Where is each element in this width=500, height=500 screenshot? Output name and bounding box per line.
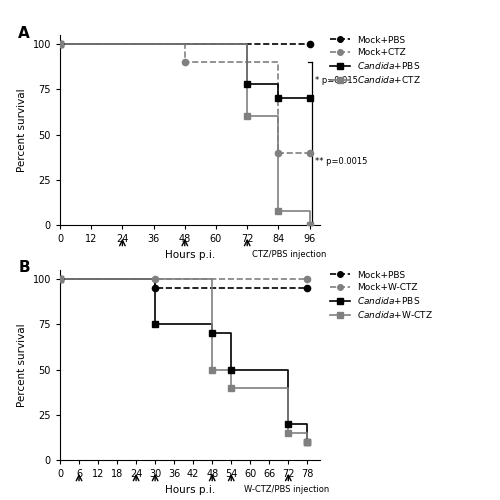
Text: W-CTZ/PBS injection: W-CTZ/PBS injection	[244, 486, 329, 494]
Legend: Mock+PBS, Mock+W-CTZ, $\it{Candida}$+PBS, $\it{Candida}$+W-CTZ: Mock+PBS, Mock+W-CTZ, $\it{Candida}$+PBS…	[330, 270, 433, 320]
Text: B: B	[18, 260, 30, 276]
X-axis label: Hours p.i.: Hours p.i.	[165, 250, 215, 260]
X-axis label: Hours p.i.: Hours p.i.	[165, 484, 215, 494]
Text: * p=0.015: * p=0.015	[315, 76, 358, 84]
Text: ** p=0.0015: ** p=0.0015	[315, 157, 367, 166]
Text: CTZ/PBS injection: CTZ/PBS injection	[252, 250, 327, 260]
Y-axis label: Percent survival: Percent survival	[17, 323, 27, 407]
Text: A: A	[18, 26, 30, 40]
Y-axis label: Percent survival: Percent survival	[17, 88, 27, 172]
Legend: Mock+PBS, Mock+CTZ, $\it{Candida}$+PBS, $\it{Candida}$+CTZ: Mock+PBS, Mock+CTZ, $\it{Candida}$+PBS, …	[330, 36, 421, 85]
